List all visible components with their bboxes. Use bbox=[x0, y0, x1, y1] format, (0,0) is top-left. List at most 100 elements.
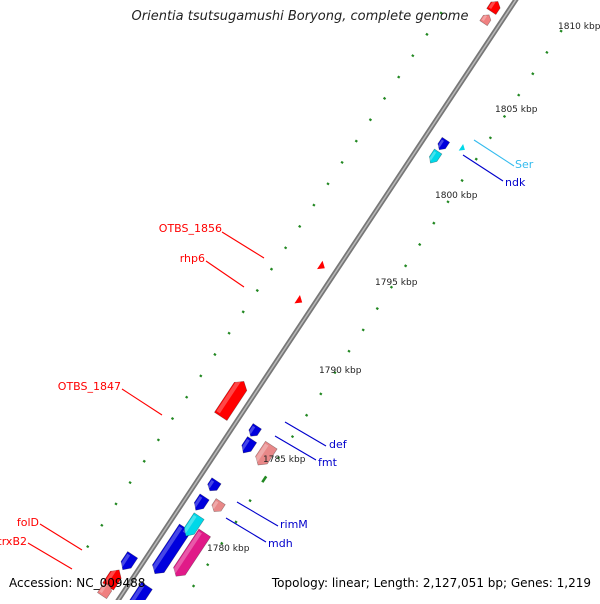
minor-tick-inner bbox=[248, 499, 252, 503]
gene-right-3[interactable] bbox=[479, 12, 493, 27]
gene-folD-partner[interactable] bbox=[118, 551, 139, 573]
minor-tick-outer bbox=[86, 545, 90, 549]
genome-title: Orientia tsutsugamushi Boryong, complete… bbox=[131, 9, 469, 24]
minor-tick-inner bbox=[375, 306, 379, 311]
gene-ndk-neighbour[interactable] bbox=[427, 148, 443, 166]
minor-tick-inner bbox=[319, 392, 323, 396]
minor-tick-inner bbox=[474, 157, 478, 161]
scale-label: 1785 kbp bbox=[263, 455, 306, 465]
minor-tick-outer bbox=[397, 75, 401, 79]
gene-def-partner[interactable] bbox=[247, 423, 262, 440]
minor-tick-outer bbox=[382, 96, 387, 101]
minor-tick-outer bbox=[170, 416, 175, 421]
minor-tick-inner bbox=[276, 456, 281, 460]
label-otbs-1856: OTBS_1856 bbox=[159, 222, 222, 235]
leader-mdh bbox=[225, 517, 267, 543]
gene-ndk[interactable] bbox=[436, 136, 451, 152]
minor-tick-inner bbox=[432, 221, 436, 225]
gene-fmt[interactable] bbox=[239, 436, 258, 456]
label-mdh: mdh bbox=[268, 537, 293, 550]
minor-tick-outer bbox=[439, 11, 443, 15]
leader-otbs-1847 bbox=[121, 388, 163, 416]
minor-tick-inner bbox=[545, 50, 549, 54]
minor-tick-outer bbox=[241, 310, 245, 314]
leader-trxB2 bbox=[27, 542, 73, 570]
minor-tick-inner bbox=[191, 584, 196, 588]
gene-rimM[interactable] bbox=[181, 512, 205, 540]
minor-tick-inner bbox=[531, 72, 535, 76]
gene-mdh[interactable] bbox=[170, 528, 212, 580]
label-texts: OTBS_1856 rhp6 OTBS_1847 folD trxB2 Ser ndk def… bbox=[0, 22, 600, 554]
minor-tick-inner bbox=[460, 178, 464, 183]
accession-text: Accession: NC_009488 bbox=[9, 576, 146, 590]
gene-features bbox=[97, 0, 503, 604]
minor-tick-inner bbox=[559, 29, 563, 33]
gene-otbs-1847[interactable] bbox=[214, 377, 250, 421]
minor-tick-inner bbox=[502, 114, 507, 119]
scale-label: 1805 kbp bbox=[495, 105, 538, 115]
label-def: def bbox=[329, 438, 348, 451]
scale-label: 1780 kbp bbox=[207, 544, 250, 554]
label-otbs-1847: OTBS_1847 bbox=[58, 380, 121, 393]
label-leaders bbox=[27, 139, 515, 570]
minor-tick-inner bbox=[347, 349, 351, 353]
gene-folD[interactable] bbox=[122, 581, 153, 604]
label-folD: folD bbox=[17, 516, 39, 529]
leader-fmt bbox=[274, 435, 317, 461]
minor-tick-outer bbox=[114, 502, 118, 506]
gene-reverse-cluster-3[interactable] bbox=[210, 498, 226, 515]
minor-tick-inner bbox=[304, 413, 309, 417]
gene-ser[interactable] bbox=[458, 143, 467, 153]
minor-tick-outer bbox=[100, 523, 104, 527]
gene-otbs-1856[interactable] bbox=[317, 260, 328, 273]
minor-tick-inner bbox=[389, 285, 394, 289]
minor-tick-inner bbox=[446, 200, 450, 204]
scale-label: 1790 kbp bbox=[319, 366, 362, 376]
gene-def[interactable] bbox=[252, 440, 278, 469]
scale-label: 1810 kbp bbox=[558, 22, 600, 32]
label-fmt: fmt bbox=[318, 456, 338, 469]
minor-tick-inner bbox=[333, 371, 337, 375]
label-ser: Ser bbox=[515, 158, 534, 171]
minor-tick-inner bbox=[290, 435, 295, 439]
gene-reverse-cluster-4[interactable] bbox=[205, 477, 222, 494]
minor-tick-inner bbox=[234, 520, 238, 524]
minor-tick-outer bbox=[156, 438, 160, 442]
gene-reverse-cluster-2[interactable] bbox=[191, 493, 210, 513]
minor-tick-inner bbox=[418, 242, 422, 247]
leader-ndk bbox=[462, 154, 504, 182]
minor-tick-outer bbox=[298, 224, 302, 229]
minor-tick-outer bbox=[354, 139, 358, 143]
minor-tick-outer bbox=[213, 352, 217, 357]
minor-tick-inner bbox=[361, 328, 365, 332]
genome-backbone-highlight bbox=[116, 0, 517, 603]
major-tick bbox=[261, 475, 268, 483]
minor-tick-outer bbox=[340, 160, 344, 164]
gene-bottom-light[interactable] bbox=[97, 581, 114, 600]
minor-tick-inner bbox=[488, 136, 492, 140]
minor-tick-outer bbox=[284, 246, 288, 250]
label-trxB2: trxB2 bbox=[0, 535, 27, 548]
minor-tick-inner bbox=[220, 541, 224, 545]
leader-def bbox=[284, 421, 327, 447]
minor-tick-outer bbox=[185, 395, 189, 399]
leader-rhp6 bbox=[205, 260, 245, 288]
leader-rimM bbox=[236, 501, 279, 527]
gene-right-1[interactable] bbox=[486, 0, 503, 15]
label-ndk: ndk bbox=[505, 176, 526, 189]
leader-otbs-1856 bbox=[221, 231, 265, 259]
minor-tick-outer bbox=[411, 54, 415, 58]
minor-tick-outer bbox=[142, 459, 146, 463]
label-rhp6: rhp6 bbox=[180, 252, 205, 265]
minor-tick-outer bbox=[368, 118, 373, 122]
minor-tick-outer bbox=[312, 203, 316, 207]
minor-tick-inner bbox=[517, 93, 521, 97]
scale-label: 1795 kbp bbox=[375, 278, 418, 288]
gene-rhp6[interactable] bbox=[294, 294, 305, 307]
minor-tick-outer bbox=[425, 32, 429, 36]
minor-tick-outer bbox=[128, 481, 132, 485]
leader-folD bbox=[39, 523, 83, 551]
scale-label: 1800 kbp bbox=[435, 191, 478, 201]
